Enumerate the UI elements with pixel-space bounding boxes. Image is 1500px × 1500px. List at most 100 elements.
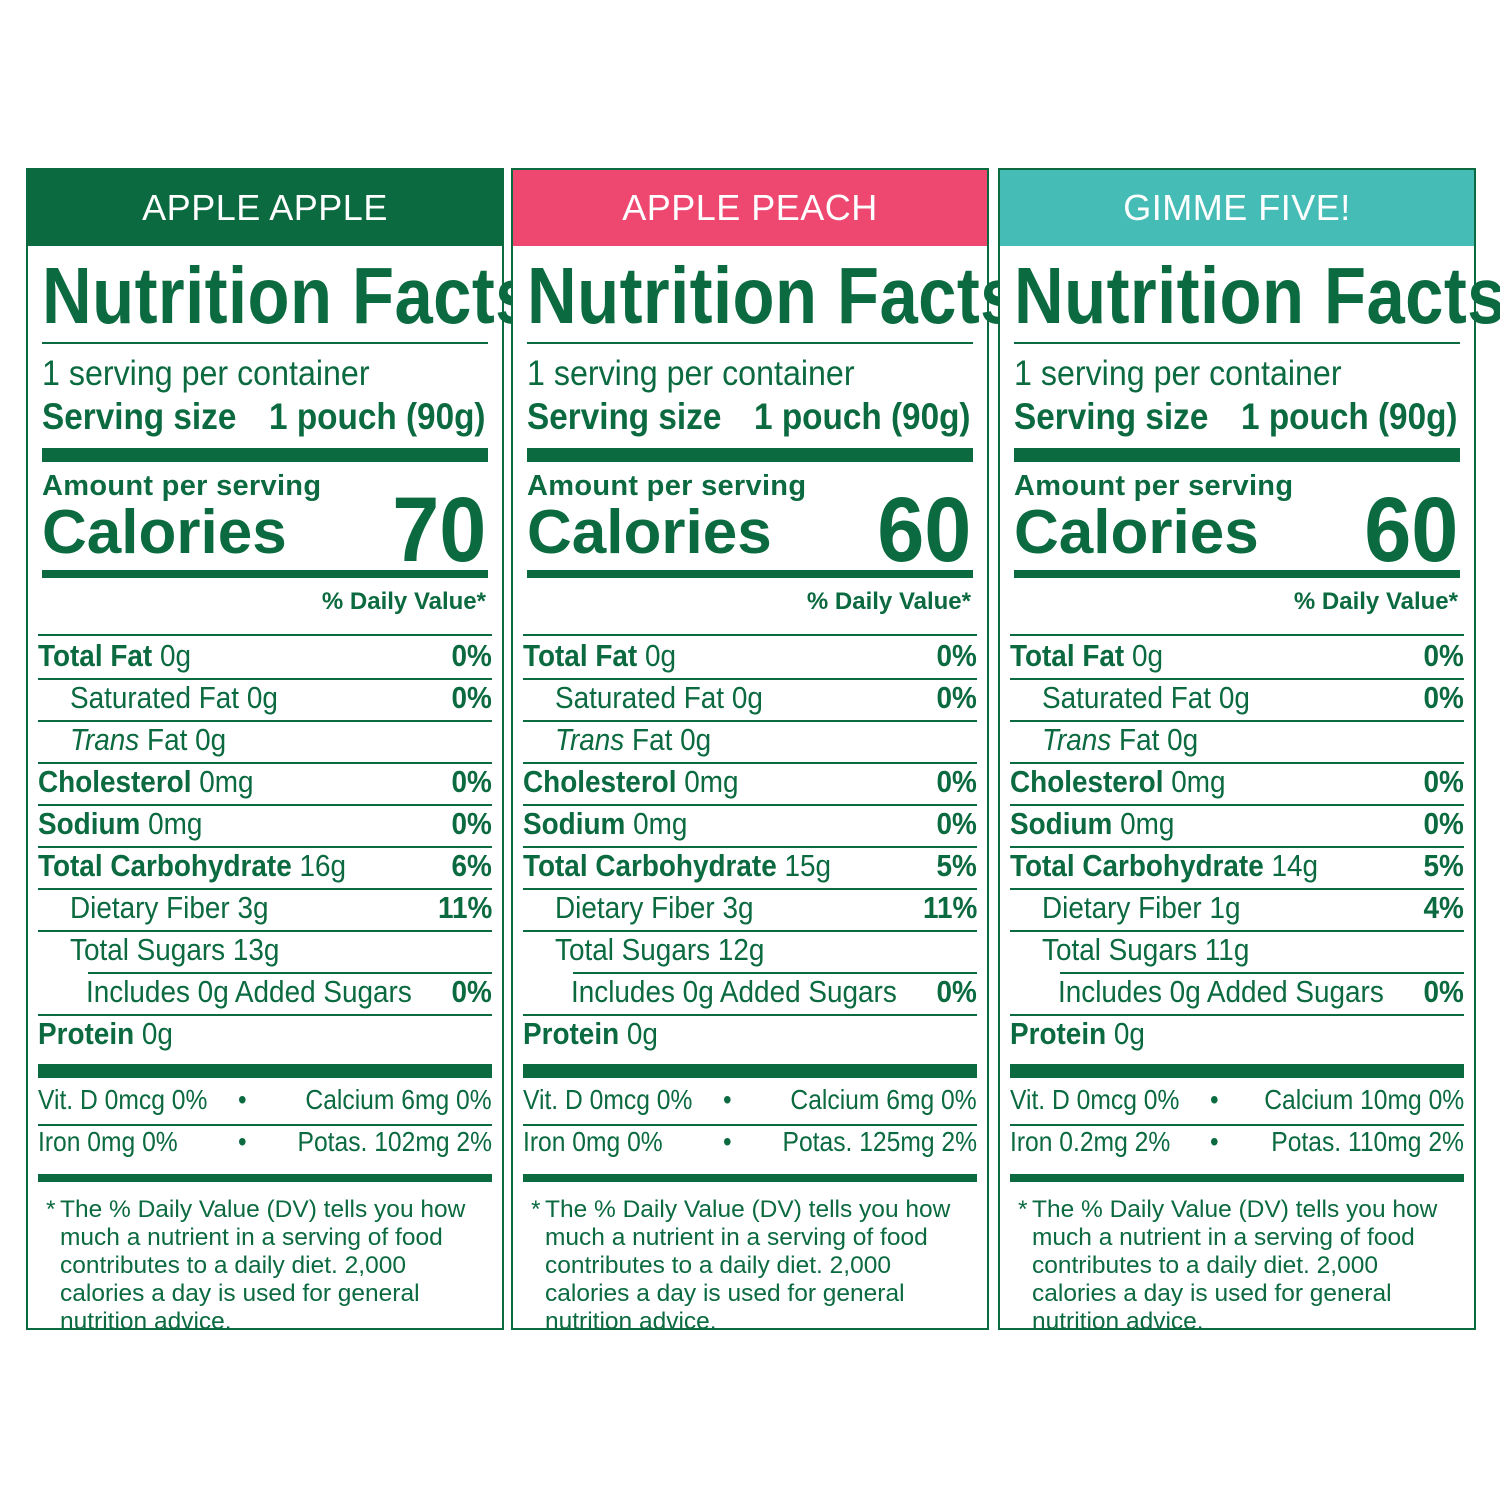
- total-carb-row: Total Carbohydrate 15g 5%: [523, 848, 977, 890]
- total-carb-dv: 5%: [1423, 848, 1464, 883]
- cholesterol-dv: 0%: [1423, 764, 1464, 799]
- divider: [1010, 634, 1464, 636]
- thick-divider: [1014, 448, 1460, 462]
- thick-divider: [38, 1174, 492, 1182]
- sodium-dv: 0%: [1423, 806, 1464, 841]
- daily-value-header: % Daily Value*: [321, 588, 486, 615]
- added-sugars-dv: 0%: [451, 974, 492, 1009]
- total-fat-dv: 0%: [1423, 638, 1464, 673]
- serving-size-label: Serving size: [1014, 396, 1209, 437]
- sodium-dv: 0%: [451, 806, 492, 841]
- sodium-row: Sodium 0mg 0%: [1010, 806, 1464, 848]
- saturated-fat-dv: 0%: [451, 680, 492, 715]
- cholesterol-row: Cholesterol 0mg 0%: [38, 764, 492, 806]
- divider: [527, 342, 973, 344]
- flavor-name: APPLE PEACH: [622, 187, 878, 228]
- sugars-row: Total Sugars 12g: [523, 932, 977, 974]
- fiber-row: Dietary Fiber 1g 4%: [1010, 890, 1464, 932]
- flavor-banner: APPLE APPLE: [28, 170, 502, 246]
- serving-size-label: Serving size: [527, 396, 722, 437]
- sugars-row: Total Sugars 11g: [1010, 932, 1464, 974]
- footnote: * The % Daily Value (DV) tells you how m…: [531, 1196, 951, 1335]
- calories-value: 60: [876, 479, 971, 581]
- calories-label: Calories: [527, 498, 772, 567]
- saturated-fat-row: Saturated Fat 0g 0%: [38, 680, 492, 722]
- sodium-dv: 0%: [936, 806, 977, 841]
- panel-apple-apple: APPLE APPLE Nutrition Facts 1 serving pe…: [26, 168, 533, 1335]
- vitamin-row-2: Iron 0mg 0% • Potas. 125mg 2%: [523, 1126, 977, 1157]
- total-fat-dv: 0%: [936, 638, 977, 673]
- thick-divider: [527, 448, 973, 462]
- amount-per-serving: Amount per serving: [1014, 470, 1294, 502]
- total-carb-dv: 6%: [451, 848, 492, 883]
- total-fat-row: Total Fat 0g 0%: [1010, 638, 1464, 680]
- cholesterol-row: Cholesterol 0mg 0%: [1010, 764, 1464, 806]
- saturated-fat-row: Saturated Fat 0g 0%: [1010, 680, 1464, 722]
- thick-divider: [523, 1174, 977, 1182]
- divider: [38, 1124, 492, 1126]
- thick-divider: [1014, 570, 1460, 578]
- serving-size-value: 1 pouch (90g): [1241, 396, 1458, 437]
- flavor-name: GIMME FIVE!: [1123, 187, 1351, 228]
- thick-divider: [523, 1064, 977, 1078]
- cholesterol-row: Cholesterol 0mg 0%: [523, 764, 977, 806]
- total-carb-row: Total Carbohydrate 16g 6%: [38, 848, 492, 890]
- saturated-fat-row: Saturated Fat 0g 0%: [523, 680, 977, 722]
- total-carb-dv: 5%: [936, 848, 977, 883]
- fiber-row: Dietary Fiber 3g 11%: [523, 890, 977, 932]
- vitamin-row-1: Vit. D 0mcg 0% • Calcium 6mg 0%: [38, 1084, 492, 1115]
- trans-fat-row: Trans Fat 0g: [1010, 722, 1464, 764]
- servings-per-container: 1 serving per container: [42, 354, 370, 393]
- panel-apple-peach: APPLE PEACH Nutrition Facts 1 serving pe…: [511, 168, 1018, 1335]
- footnote: * The % Daily Value (DV) tells you how m…: [1018, 1196, 1438, 1335]
- trans-fat-row: Trans Fat 0g: [523, 722, 977, 764]
- added-sugars-row: Includes 0g Added Sugars 0%: [523, 974, 977, 1016]
- calories-label: Calories: [42, 498, 287, 567]
- calories-value: 70: [391, 479, 486, 581]
- thick-divider: [527, 570, 973, 578]
- footnote: * The % Daily Value (DV) tells you how m…: [46, 1196, 466, 1335]
- divider: [1014, 342, 1460, 344]
- thick-divider: [38, 1064, 492, 1078]
- sugars-row: Total Sugars 13g: [38, 932, 492, 974]
- cholesterol-dv: 0%: [451, 764, 492, 799]
- thick-divider: [1010, 1174, 1464, 1182]
- total-fat-dv: 0%: [451, 638, 492, 673]
- flavor-name: APPLE APPLE: [142, 187, 388, 228]
- saturated-fat-dv: 0%: [936, 680, 977, 715]
- added-sugars-row: Includes 0g Added Sugars 0%: [38, 974, 492, 1016]
- total-fat-row: Total Fat 0g 0%: [523, 638, 977, 680]
- cholesterol-dv: 0%: [936, 764, 977, 799]
- nutrition-facts-title: Nutrition Facts: [1014, 251, 1500, 340]
- divider: [38, 634, 492, 636]
- saturated-fat-dv: 0%: [1423, 680, 1464, 715]
- added-sugars-dv: 0%: [936, 974, 977, 1009]
- panel-gimme-five: GIMME FIVE! Nutrition Facts 1 serving pe…: [998, 168, 1500, 1335]
- fiber-dv: 11%: [922, 890, 977, 925]
- trans-fat-row: Trans Fat 0g: [38, 722, 492, 764]
- protein-row: Protein 0g: [1010, 1016, 1145, 1051]
- amount-per-serving: Amount per serving: [527, 470, 807, 502]
- fiber-dv: 4%: [1423, 890, 1464, 925]
- flavor-banner: APPLE PEACH: [513, 170, 987, 246]
- thick-divider: [42, 570, 488, 578]
- nutrition-facts-title: Nutrition Facts: [527, 251, 1019, 340]
- added-sugars-row: Includes 0g Added Sugars 0%: [1010, 974, 1464, 1016]
- daily-value-header: % Daily Value*: [1293, 588, 1458, 615]
- thick-divider: [1010, 1064, 1464, 1078]
- servings-per-container: 1 serving per container: [527, 354, 855, 393]
- fiber-row: Dietary Fiber 3g 11%: [38, 890, 492, 932]
- fiber-dv: 11%: [437, 890, 492, 925]
- thick-divider: [42, 448, 488, 462]
- vitamin-row-2: Iron 0mg 0% • Potas. 102mg 2%: [38, 1126, 492, 1157]
- total-fat-row: Total Fat 0g 0%: [38, 638, 492, 680]
- daily-value-header: % Daily Value*: [806, 588, 971, 615]
- divider: [1010, 1124, 1464, 1126]
- divider: [523, 634, 977, 636]
- serving-size-value: 1 pouch (90g): [754, 396, 971, 437]
- divider: [523, 1124, 977, 1126]
- protein-row: Protein 0g: [523, 1016, 658, 1051]
- amount-per-serving: Amount per serving: [42, 470, 322, 502]
- servings-per-container: 1 serving per container: [1014, 354, 1342, 393]
